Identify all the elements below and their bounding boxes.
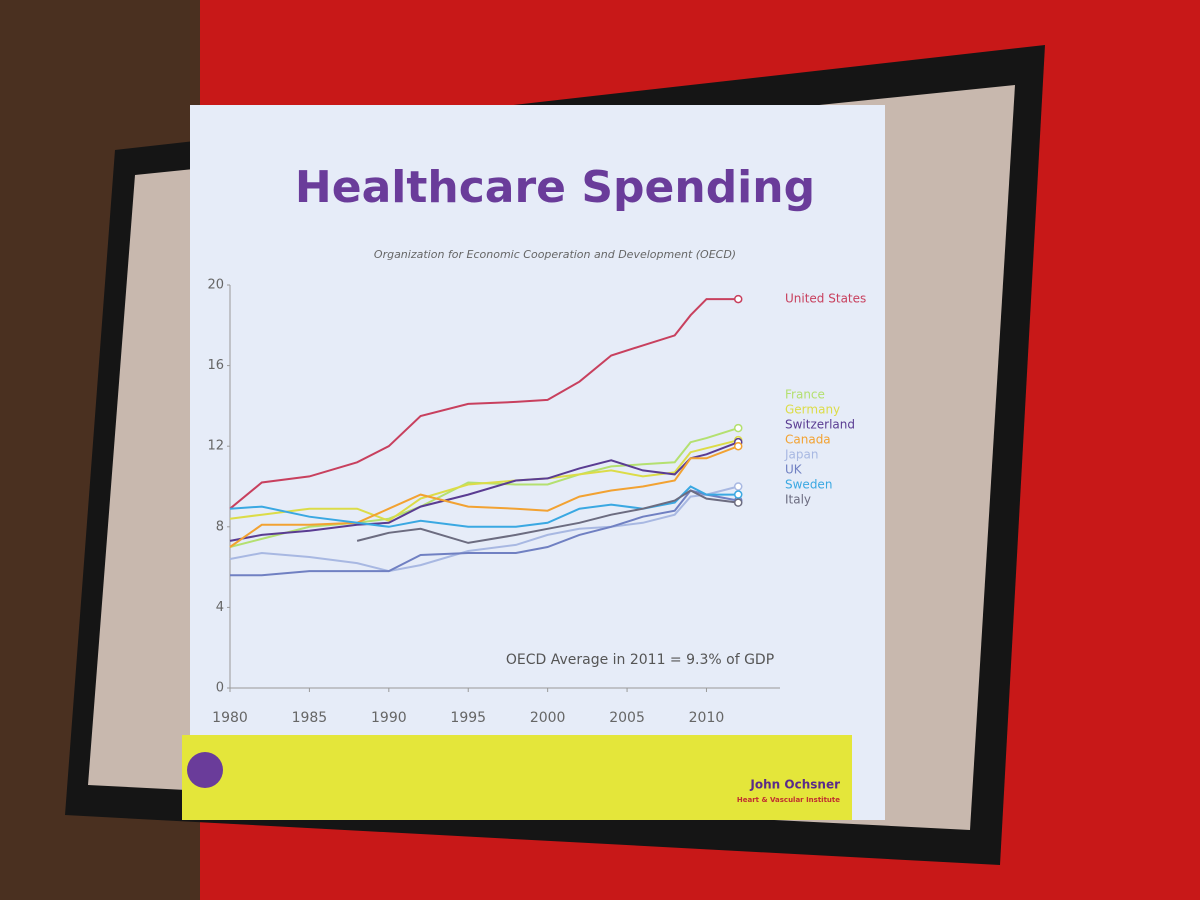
end-marker (733, 490, 743, 499)
legend-label: Japan (784, 448, 818, 462)
y-tick-label: 4 (216, 600, 224, 615)
footer-name: John Ochsner (749, 778, 840, 792)
series-line (229, 485, 739, 573)
y-tick-label: 0 (216, 681, 224, 696)
legend-label: Italy (785, 493, 811, 507)
series-line (356, 489, 739, 544)
legend-label: Sweden (785, 478, 832, 492)
end-marker (733, 441, 743, 451)
footer-institute: Heart & Vascular Institute (737, 796, 840, 804)
legend-label: UK (785, 463, 803, 477)
x-tick-label: 1985 (292, 710, 328, 726)
slide-footer (182, 735, 852, 820)
y-tick-label: 8 (216, 519, 224, 534)
y-tick-label: 16 (207, 358, 224, 373)
x-tick-label: 1980 (212, 710, 248, 726)
series-line (229, 441, 739, 542)
legend-label: Switzerland (785, 418, 855, 432)
y-tick-label: 20 (207, 278, 224, 293)
series-line (229, 445, 739, 548)
x-tick-label: 1990 (371, 710, 407, 726)
x-tick-label: 2010 (689, 710, 725, 726)
series-line (229, 298, 739, 510)
y-tick-label: 12 (207, 439, 224, 454)
legend-label: France (785, 388, 825, 402)
end-marker (733, 423, 743, 433)
x-tick-label: 1995 (450, 710, 486, 726)
annotation: OECD Average in 2011 = 9.3% of GDP (506, 652, 774, 668)
x-tick-label: 2000 (530, 710, 566, 726)
x-tick-label: 2005 (609, 710, 645, 726)
end-marker (733, 294, 743, 304)
subtitle: Organization for Economic Cooperation an… (374, 248, 736, 261)
slide-title: Healthcare Spending (295, 162, 815, 213)
logo (187, 752, 223, 788)
legend-label: Canada (785, 433, 831, 447)
series-line (230, 489, 739, 577)
slide (190, 105, 885, 820)
legend-label: Germany (785, 403, 840, 417)
end-marker (733, 482, 743, 491)
legend-label: United States (785, 292, 866, 306)
end-marker (733, 498, 743, 507)
